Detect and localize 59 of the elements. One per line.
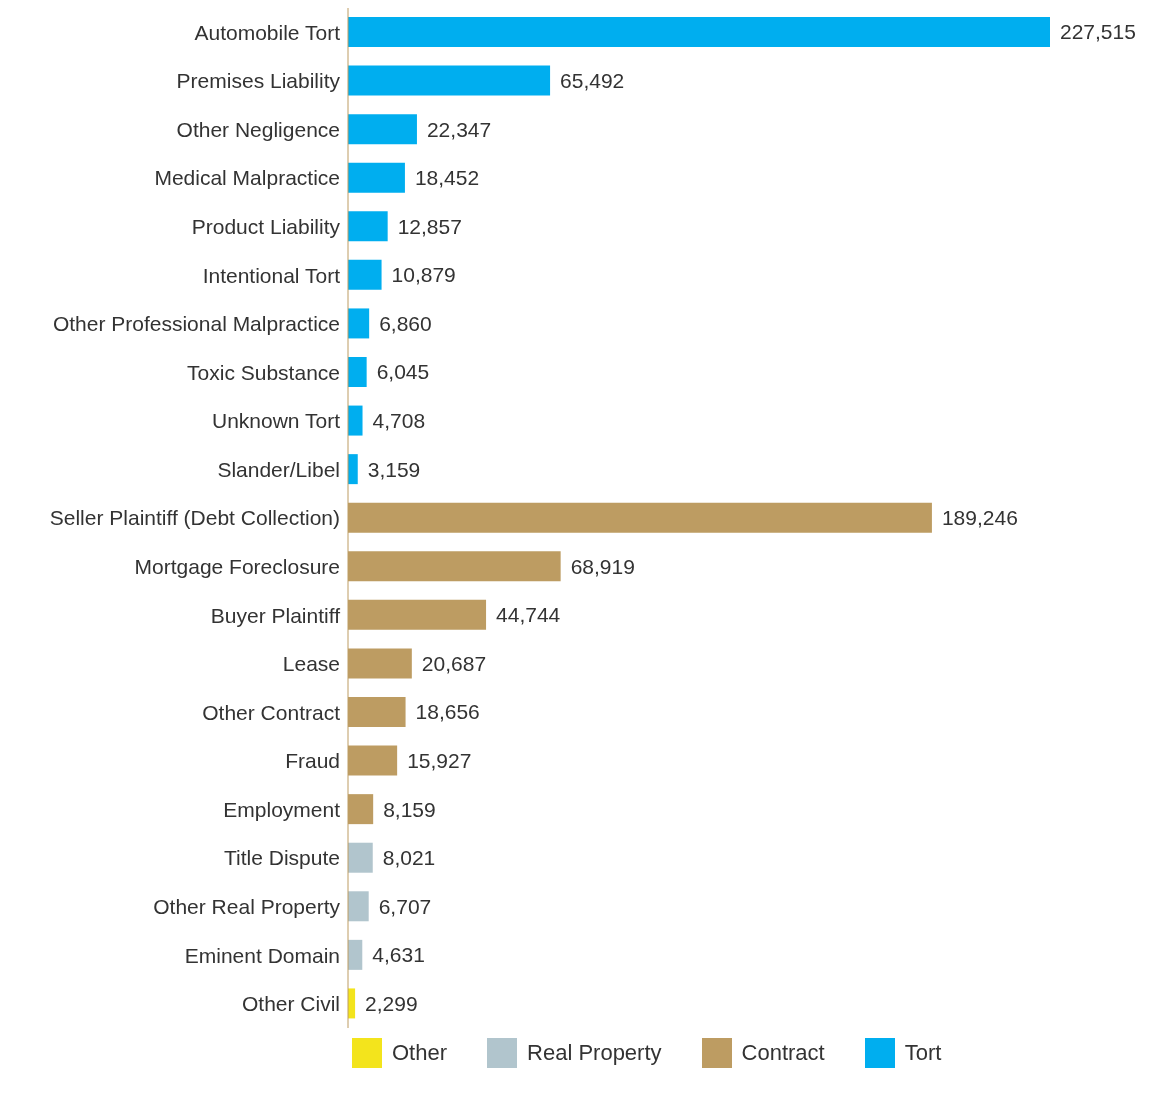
bar bbox=[348, 114, 417, 145]
data-label: 6,045 bbox=[376, 360, 430, 384]
y-tick-label: Other Real Property bbox=[153, 895, 341, 919]
data-label: 10,879 bbox=[391, 263, 456, 287]
data-label: 12,857 bbox=[397, 214, 462, 238]
y-tick-label: Fraud bbox=[285, 749, 340, 773]
bar bbox=[348, 259, 382, 290]
legend-label: Tort bbox=[904, 1040, 942, 1066]
y-tick-label: Toxic Substance bbox=[187, 360, 340, 384]
bar bbox=[348, 17, 1050, 47]
y-tick-label: Other Professional Malpractice bbox=[52, 312, 340, 336]
y-tick-label: Slander/Libel bbox=[217, 457, 340, 481]
y-tick-label: Intentional Tort bbox=[202, 263, 341, 287]
data-label: 8,159 bbox=[383, 797, 436, 821]
legend-label: Real Property bbox=[527, 1040, 662, 1066]
bar bbox=[348, 454, 358, 485]
y-tick-label: Employment bbox=[223, 797, 341, 821]
data-label: 15,927 bbox=[407, 749, 472, 773]
y-tick-label: Premises Liability bbox=[176, 69, 341, 93]
bar bbox=[348, 842, 373, 873]
y-tick-label: Eminent Domain bbox=[184, 943, 340, 967]
bar bbox=[348, 211, 388, 242]
y-tick-label: Medical Malpractice bbox=[154, 166, 340, 190]
legend-label: Contract bbox=[741, 1040, 825, 1066]
data-label: 189,246 bbox=[941, 506, 1018, 530]
data-label: 3,159 bbox=[367, 457, 421, 481]
y-tick-label: Lease bbox=[282, 652, 340, 676]
data-label: 227,515 bbox=[1060, 20, 1136, 44]
y-tick-label: Seller Plaintiff (Debt Collection) bbox=[49, 506, 340, 530]
bar bbox=[348, 308, 370, 339]
data-label: 8,021 bbox=[382, 846, 436, 870]
data-label: 18,452 bbox=[414, 166, 480, 190]
y-tick-label: Buyer Plaintiff bbox=[210, 603, 341, 627]
legend-label: Other bbox=[392, 1040, 448, 1066]
bar bbox=[348, 891, 369, 922]
y-tick-label: Other Contract bbox=[202, 700, 341, 724]
y-tick-label: Product Liability bbox=[191, 215, 341, 239]
y-tick-label: Automobile Tort bbox=[194, 20, 341, 44]
bar bbox=[348, 65, 551, 96]
y-tick-label: Other Negligence bbox=[176, 117, 340, 141]
bar bbox=[348, 357, 367, 387]
y-tick-label: Title Dispute bbox=[224, 846, 340, 870]
data-label: 44,744 bbox=[496, 603, 561, 627]
data-label: 22,347 bbox=[426, 117, 492, 141]
bar bbox=[348, 939, 363, 970]
data-label: 4,708 bbox=[372, 409, 426, 433]
y-tick-label: Other Civil bbox=[241, 992, 340, 1016]
data-label: 4,631 bbox=[372, 943, 425, 967]
data-label: 68,919 bbox=[570, 554, 635, 578]
bar bbox=[348, 162, 405, 193]
data-label: 20,687 bbox=[421, 651, 487, 675]
y-tick-label: Mortgage Foreclosure bbox=[134, 555, 340, 579]
data-label: 2,299 bbox=[365, 991, 418, 1015]
data-label: 18,656 bbox=[415, 700, 480, 724]
data-label: 6,707 bbox=[378, 894, 432, 918]
data-label: 6,860 bbox=[379, 311, 432, 335]
bar bbox=[348, 405, 363, 436]
y-tick-label: Unknown Tort bbox=[211, 409, 341, 433]
data-label: 65,492 bbox=[560, 69, 625, 93]
